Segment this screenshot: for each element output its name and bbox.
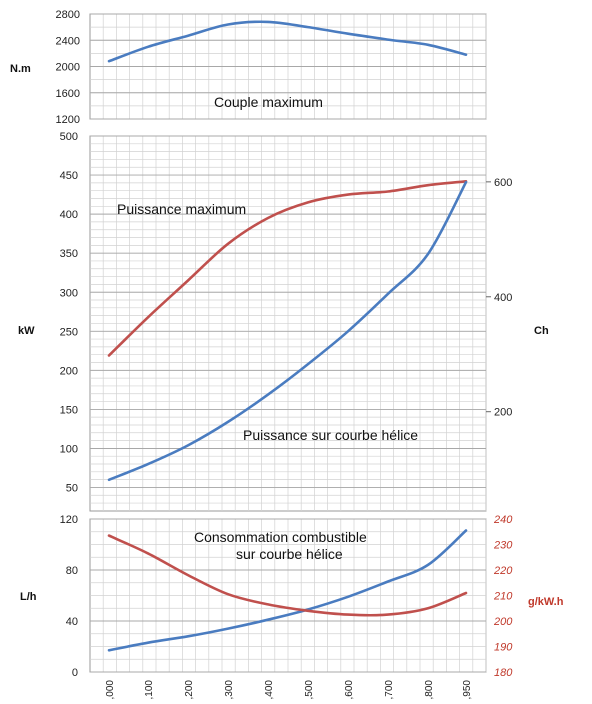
panel3-ylabel: L/h xyxy=(20,591,37,603)
y2tick-label: 600 xyxy=(494,177,512,189)
panel3-annotation-line2: sur courbe hélice xyxy=(236,546,343,562)
ytick-label: 1200 xyxy=(56,114,80,126)
panel1-yticks: 2800 2400 2000 1600 1200 xyxy=(56,9,80,126)
xtick-label: ,400 xyxy=(264,680,275,700)
panel2-ylabel: kW xyxy=(18,325,35,337)
panel-consommation: L/h g/kW.h Consommation combustible sur … xyxy=(20,514,564,699)
consommation-series-1 xyxy=(107,534,468,617)
panel3-annotation-line1: Consommation combustible xyxy=(194,529,367,545)
ytick-label: 2000 xyxy=(56,62,80,74)
xtick-label: ,800 xyxy=(424,680,435,700)
ytick-label: 500 xyxy=(60,131,78,143)
ytick-label: 2800 xyxy=(56,9,80,21)
ytick-label: 50 xyxy=(66,483,78,495)
xtick-label: ,600 xyxy=(344,680,355,700)
panel2-yticks: 500 450 400 350 300 250 200 150 100 50 xyxy=(60,131,78,495)
ytick-label: 450 xyxy=(60,170,78,182)
panel3-y2label: g/kW.h xyxy=(528,596,564,608)
panel3-xticks: ,000 ,100 ,200 ,300 ,400 ,500 ,600 ,700 ,800 ,950 xyxy=(105,680,473,700)
ytick-label: 400 xyxy=(60,209,78,221)
y2tick-label: 190 xyxy=(494,642,513,654)
ytick-label: 120 xyxy=(60,514,78,526)
xtick-label: ,700 xyxy=(384,680,395,700)
xtick-label: ,000 xyxy=(105,680,116,700)
xtick-label: ,300 xyxy=(224,680,235,700)
panel3-lines xyxy=(107,529,468,652)
panel1-ylabel: N.m xyxy=(10,63,31,75)
ytick-label: 350 xyxy=(60,248,78,260)
puissance-series-0 xyxy=(107,180,468,357)
ytick-label: 80 xyxy=(66,565,78,577)
ytick-label: 1600 xyxy=(56,88,80,100)
ytick-label: 2400 xyxy=(56,35,80,47)
panel2-y2ticks: 600 400 200 xyxy=(486,177,512,419)
y2tick-label: 220 xyxy=(493,565,513,577)
panel2-annotation-max: Puissance maximum xyxy=(117,201,246,217)
panel2-lines xyxy=(107,180,468,482)
couple-series-0 xyxy=(107,20,468,63)
y2tick-label: 200 xyxy=(494,407,512,419)
y2tick-label: 180 xyxy=(494,667,513,679)
ytick-label: 0 xyxy=(72,667,78,679)
ytick-label: 250 xyxy=(60,326,78,338)
panel2-y2label: Ch xyxy=(534,325,549,337)
y2tick-label: 240 xyxy=(493,514,513,526)
panel-couple: N.m Couple maximum 2800 2400 2000 1600 1200 xyxy=(10,9,468,126)
panel-puissance: kW Ch Puissance maximum Puissance sur co… xyxy=(18,131,549,495)
y2tick-label: 400 xyxy=(494,292,512,304)
xtick-label: ,500 xyxy=(304,680,315,700)
ytick-label: 100 xyxy=(60,444,78,456)
ytick-label: 40 xyxy=(66,616,78,628)
grid-layer xyxy=(89,13,487,673)
consommation-series-0 xyxy=(107,529,468,652)
panel1-annotation: Couple maximum xyxy=(214,94,323,110)
xtick-label: ,100 xyxy=(144,680,155,700)
puissance-series-1 xyxy=(107,180,468,482)
panel3-y2ticks: 240 230 220 210 200 190 180 xyxy=(493,514,513,679)
ytick-label: 200 xyxy=(60,365,78,377)
y2tick-label: 230 xyxy=(493,540,513,552)
xtick-label: ,200 xyxy=(184,680,195,700)
y2tick-label: 210 xyxy=(493,591,513,603)
panel1-lines xyxy=(107,20,468,63)
panel3-yticks: 120 80 40 0 xyxy=(60,514,78,679)
panel2-annotation-helice: Puissance sur courbe hélice xyxy=(243,427,418,443)
y2tick-label: 200 xyxy=(493,616,513,628)
ytick-label: 300 xyxy=(60,287,78,299)
xtick-label: ,950 xyxy=(462,680,473,700)
ytick-label: 150 xyxy=(60,404,78,416)
